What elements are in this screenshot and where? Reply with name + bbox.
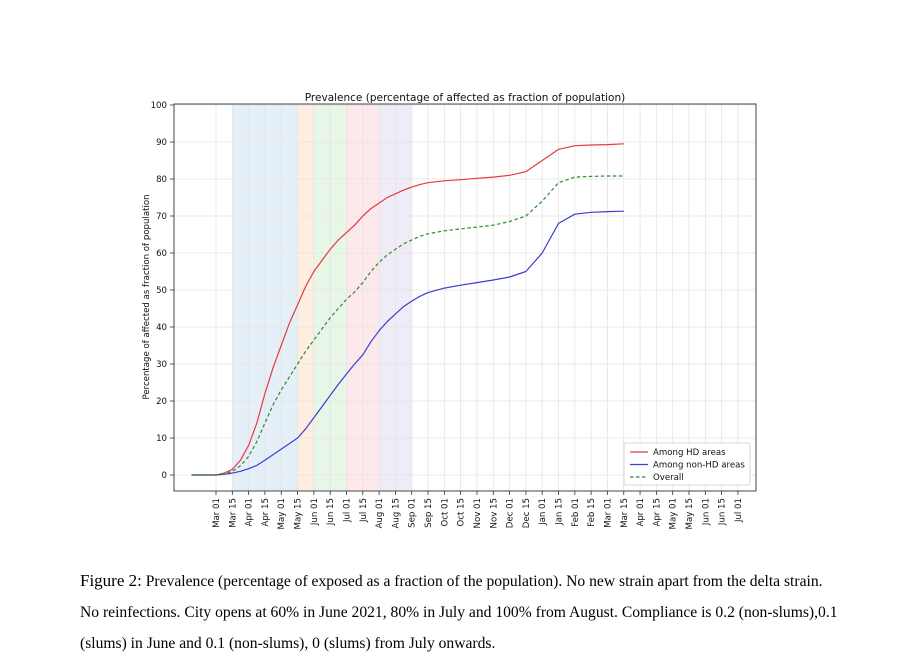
- x-tick-label-23: Feb 15: [587, 498, 597, 527]
- x-tick-label-2: Apr 01: [245, 498, 255, 527]
- x-tick-label-7: Jun 15: [326, 498, 336, 526]
- chart-title: Prevalence (percentage of affected as fr…: [305, 92, 625, 104]
- shaded-bands: [232, 104, 412, 491]
- x-tick-label-26: Apr 01: [636, 498, 646, 527]
- series-line-2: [191, 175, 624, 476]
- y-tick-label-10: 100: [151, 101, 167, 111]
- x-tick-label-30: Jun 01: [701, 498, 711, 526]
- x-tick-label-17: Nov 15: [489, 498, 499, 528]
- caption-label: Figure 2:: [80, 571, 142, 590]
- x-tick-label-0: Mar 01: [212, 498, 222, 528]
- y-tick-label-8: 80: [156, 175, 167, 185]
- series-line-0: [191, 143, 624, 476]
- legend-box: [623, 442, 751, 486]
- y-axis-label: Percentage of affected as fraction of po…: [142, 194, 152, 399]
- x-tick-label-3: Apr 15: [261, 498, 271, 527]
- x-tick-label-12: Sep 01: [408, 498, 418, 528]
- x-tick-label-20: Jan 01: [538, 498, 548, 526]
- x-tick-label-15: Oct 15: [457, 498, 467, 527]
- x-tick-label-8: Jul 01: [342, 498, 352, 523]
- caption-text: Prevalence (percentage of exposed as a f…: [80, 573, 838, 652]
- x-tick-label-16: Nov 01: [473, 498, 483, 528]
- y-tick-label-7: 70: [156, 212, 167, 222]
- y-tick-label-4: 40: [156, 323, 167, 333]
- x-tick-label-28: May 01: [669, 498, 679, 529]
- x-axis: Mar 01 Mar 15 Apr 01 Apr 15 May 01 May 15 Jun …: [212, 491, 744, 529]
- x-tick-label-18: Dec 01: [506, 498, 516, 528]
- legend: Among HD areas Among non-HD areas Overall: [623, 442, 751, 486]
- x-tick-label-31: Jun 15: [718, 498, 728, 526]
- y-tick-label-5: 50: [156, 286, 167, 296]
- x-tick-label-1: Mar 15: [228, 498, 238, 528]
- x-tick-label-14: Oct 01: [440, 498, 450, 527]
- x-tick-label-6: Jun 01: [310, 498, 320, 526]
- legend-label-0: Among HD areas: [653, 448, 726, 458]
- y-axis: 0 10 20 30 40 50 60 70 80 90 100: [151, 101, 174, 481]
- prevalence-chart: 0 10 20 30 40 50 60 70 80 90 100 Mar 01 Mar 15 Apr 0…: [142, 92, 757, 529]
- shaded-band-1: [297, 104, 314, 491]
- x-tick-label-9: Jul 15: [359, 498, 369, 523]
- legend-label-1: Among non-HD areas: [653, 461, 745, 471]
- x-tick-label-21: Jan 15: [555, 498, 565, 526]
- x-tick-label-11: Aug 15: [391, 498, 401, 528]
- x-tick-label-25: Mar 15: [620, 498, 630, 528]
- x-tick-label-13: Sep 15: [424, 498, 434, 528]
- x-tick-label-24: Mar 01: [603, 498, 613, 528]
- x-tick-label-27: Apr 15: [652, 498, 662, 527]
- y-tick-label-6: 60: [156, 249, 167, 259]
- x-tick-label-10: Aug 01: [375, 498, 385, 528]
- x-tick-label-19: Dec 15: [522, 498, 532, 528]
- y-tick-label-2: 20: [156, 397, 167, 407]
- x-tick-label-29: May 15: [685, 498, 695, 529]
- x-tick-label-32: Jul 01: [734, 498, 744, 523]
- series-lines: [191, 143, 624, 476]
- y-tick-label-9: 90: [156, 138, 167, 148]
- x-tick-label-5: May 15: [294, 498, 304, 529]
- plot-frame: [173, 103, 757, 492]
- x-tick-label-22: Feb 01: [571, 498, 581, 527]
- legend-label-2: Overall: [653, 473, 684, 483]
- series-line-1: [191, 210, 624, 476]
- figure-caption: Figure 2: Prevalence (percentage of expo…: [80, 565, 840, 659]
- y-tick-label-1: 10: [156, 434, 167, 444]
- y-tick-label-0: 0: [162, 471, 167, 481]
- grid-lines: [174, 104, 756, 491]
- x-tick-label-4: May 01: [277, 498, 287, 529]
- y-tick-label-3: 30: [156, 360, 167, 370]
